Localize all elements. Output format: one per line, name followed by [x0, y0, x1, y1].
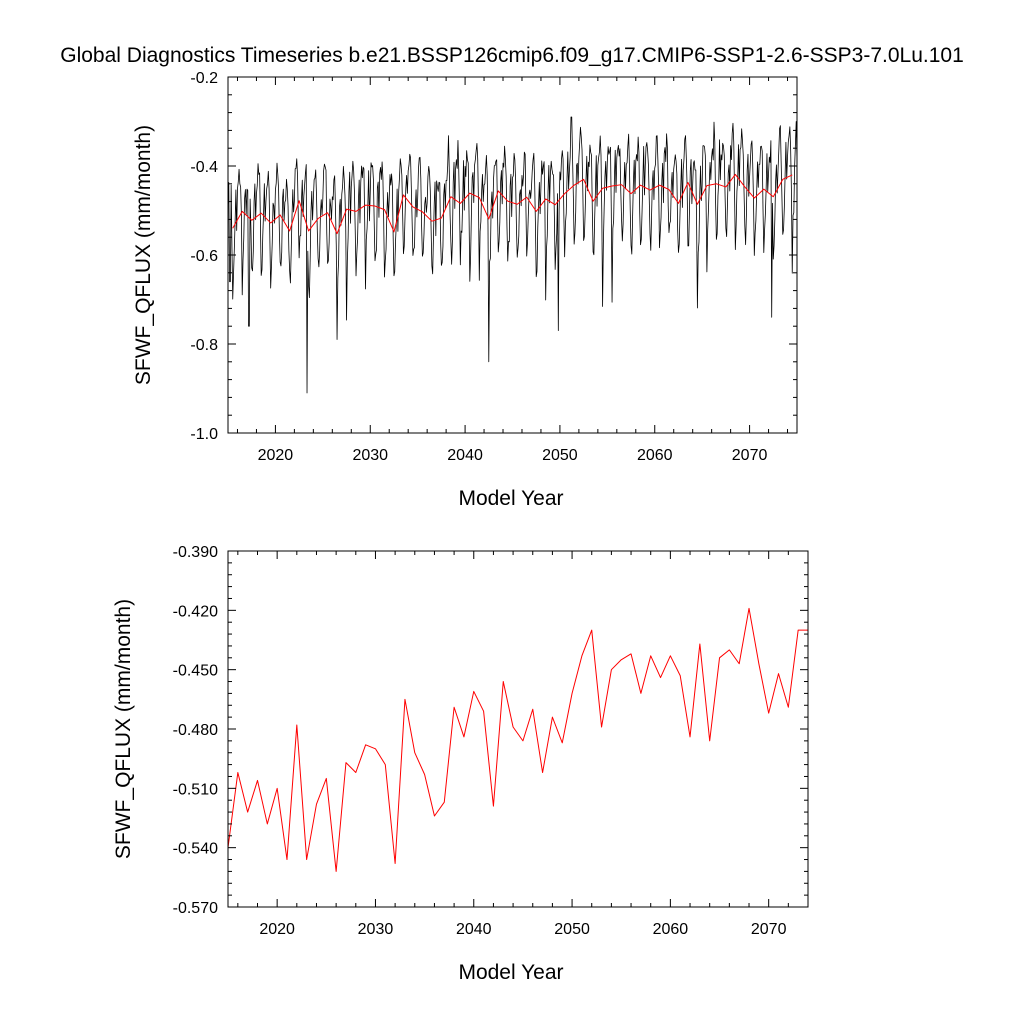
x-tick-label: 2020: [258, 447, 294, 464]
x-tick-label: 2050: [554, 921, 590, 938]
x-tick-label: 2060: [653, 921, 689, 938]
y-tick-label: -0.570: [173, 900, 218, 917]
x-tick-label: 2070: [732, 447, 768, 464]
plot-area: [228, 607, 808, 872]
y-axis-title: SFWF_QFLUX (mm/month): [112, 599, 135, 859]
y-tick-label: -0.2: [190, 70, 218, 87]
y-tick-label: -0.4: [190, 159, 218, 176]
monthly-series-line: [228, 116, 797, 394]
x-tick-label: 2040: [456, 921, 492, 938]
annual-mean-series-line: [228, 607, 808, 872]
y-tick-label: -0.450: [173, 663, 218, 680]
x-tick-label: 2060: [637, 447, 673, 464]
y-tick-label: -0.390: [173, 544, 218, 561]
x-axis-title: Model Year: [458, 487, 563, 510]
x-tick-label: 2030: [358, 921, 394, 938]
x-tick-label: 2070: [751, 921, 787, 938]
x-tick-label: 2030: [352, 447, 388, 464]
y-tick-label: -0.480: [173, 722, 218, 739]
y-tick-label: -0.420: [173, 603, 218, 620]
x-tick-label: 2040: [447, 447, 483, 464]
bottom-panel: 2020 2030 2040 2050 2060 2070 -0.570 -0.540 -0.5…: [112, 544, 809, 984]
y-tick-label: -0.540: [173, 841, 218, 858]
x-axis-title: Model Year: [458, 961, 563, 984]
annual-mean-series-line: [232, 173, 793, 235]
y-tick-label: -1.0: [190, 426, 218, 443]
plot-frame: [227, 76, 798, 434]
chart-title: Global Diagnostics Timeseries b.e21.BSSP…: [60, 44, 964, 67]
x-tick-label: 2020: [259, 921, 295, 938]
top-panel: 2020 2030 2040 2050 2060 2070 -1.0 -0.8 -0.6 -0.4…: [132, 70, 798, 510]
x-tick-label: 2050: [542, 447, 578, 464]
plot-area: [228, 116, 797, 394]
y-tick-label: -0.6: [190, 248, 218, 265]
y-tick-label: -0.8: [190, 337, 218, 354]
y-tick-label: -0.510: [173, 781, 218, 798]
plot-frame: [227, 550, 809, 908]
y-axis-title: SFWF_QFLUX (mm/month): [132, 125, 155, 385]
